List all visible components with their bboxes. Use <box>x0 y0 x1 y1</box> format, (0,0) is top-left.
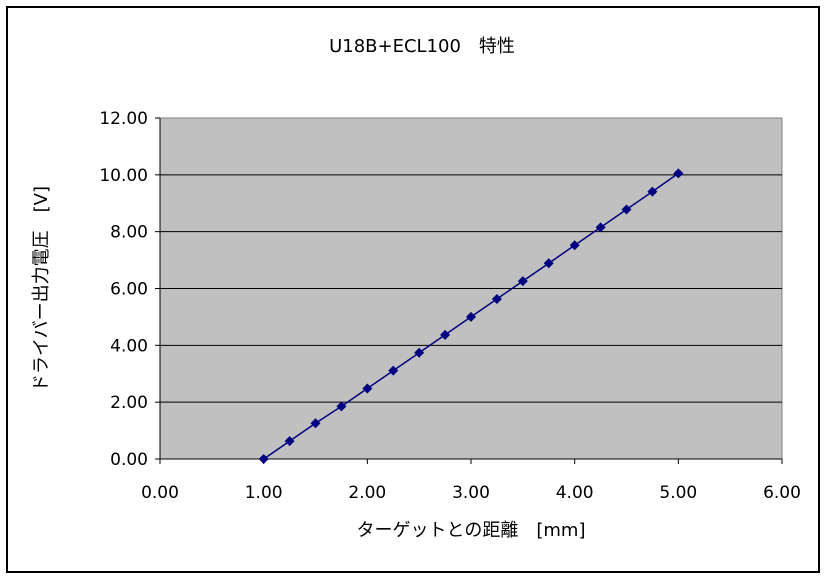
x-tick-label-4: 4.00 <box>556 483 594 503</box>
data-point-12 <box>569 240 580 251</box>
data-point-6 <box>414 347 425 358</box>
y-axis-label: ドライバー出力電圧 [V] <box>31 186 52 392</box>
chart-frame: U18B+ECL100 特性 0.00 2.00 4.00 6.00 8.00 10.00… <box>6 6 820 573</box>
data-point-8 <box>466 311 476 322</box>
data-point-7 <box>440 329 451 340</box>
x-tick-label-0: 0.00 <box>141 483 179 503</box>
data-point-4 <box>362 383 373 394</box>
data-point-11 <box>543 258 554 269</box>
y-tick-label-1: 2.00 <box>110 393 148 413</box>
data-point-10 <box>517 276 528 287</box>
data-point-9 <box>491 294 502 305</box>
y-tick-label-6: 12.00 <box>99 109 148 129</box>
y-tick-label-5: 10.00 <box>99 166 148 186</box>
x-tick-label-1: 1.00 <box>245 483 283 503</box>
x-axis-ticks: 0.00 1.00 2.00 3.00 4.00 5.00 6.00 <box>141 459 801 503</box>
chart-svg: U18B+ECL100 特性 0.00 2.00 4.00 6.00 8.00 10.00… <box>31 36 801 541</box>
data-point-14 <box>621 204 632 215</box>
x-tick-label-6: 6.00 <box>763 483 801 503</box>
y-tick-label-0: 0.00 <box>110 450 148 470</box>
x-tick-label-5: 5.00 <box>659 483 697 503</box>
y-tick-label-4: 8.00 <box>110 223 148 243</box>
y-tick-label-3: 6.00 <box>110 280 148 300</box>
x-axis-label: ターゲットとの距離 [mm] <box>357 520 586 541</box>
chart-title: U18B+ECL100 特性 <box>329 36 515 57</box>
data-point-1 <box>284 436 295 447</box>
data-point-0 <box>258 454 269 464</box>
x-tick-label-2: 2.00 <box>348 483 386 503</box>
y-axis-ticks: 0.00 2.00 4.00 6.00 8.00 10.00 12.00 <box>99 109 160 470</box>
series-group <box>258 168 684 464</box>
data-point-15 <box>647 186 658 197</box>
data-point-13 <box>595 222 606 233</box>
data-point-2 <box>310 418 321 429</box>
data-point-5 <box>388 365 399 376</box>
data-point-16 <box>673 168 684 179</box>
data-point-3 <box>336 401 347 412</box>
y-tick-label-2: 4.00 <box>110 336 148 356</box>
x-tick-label-3: 3.00 <box>452 483 490 503</box>
